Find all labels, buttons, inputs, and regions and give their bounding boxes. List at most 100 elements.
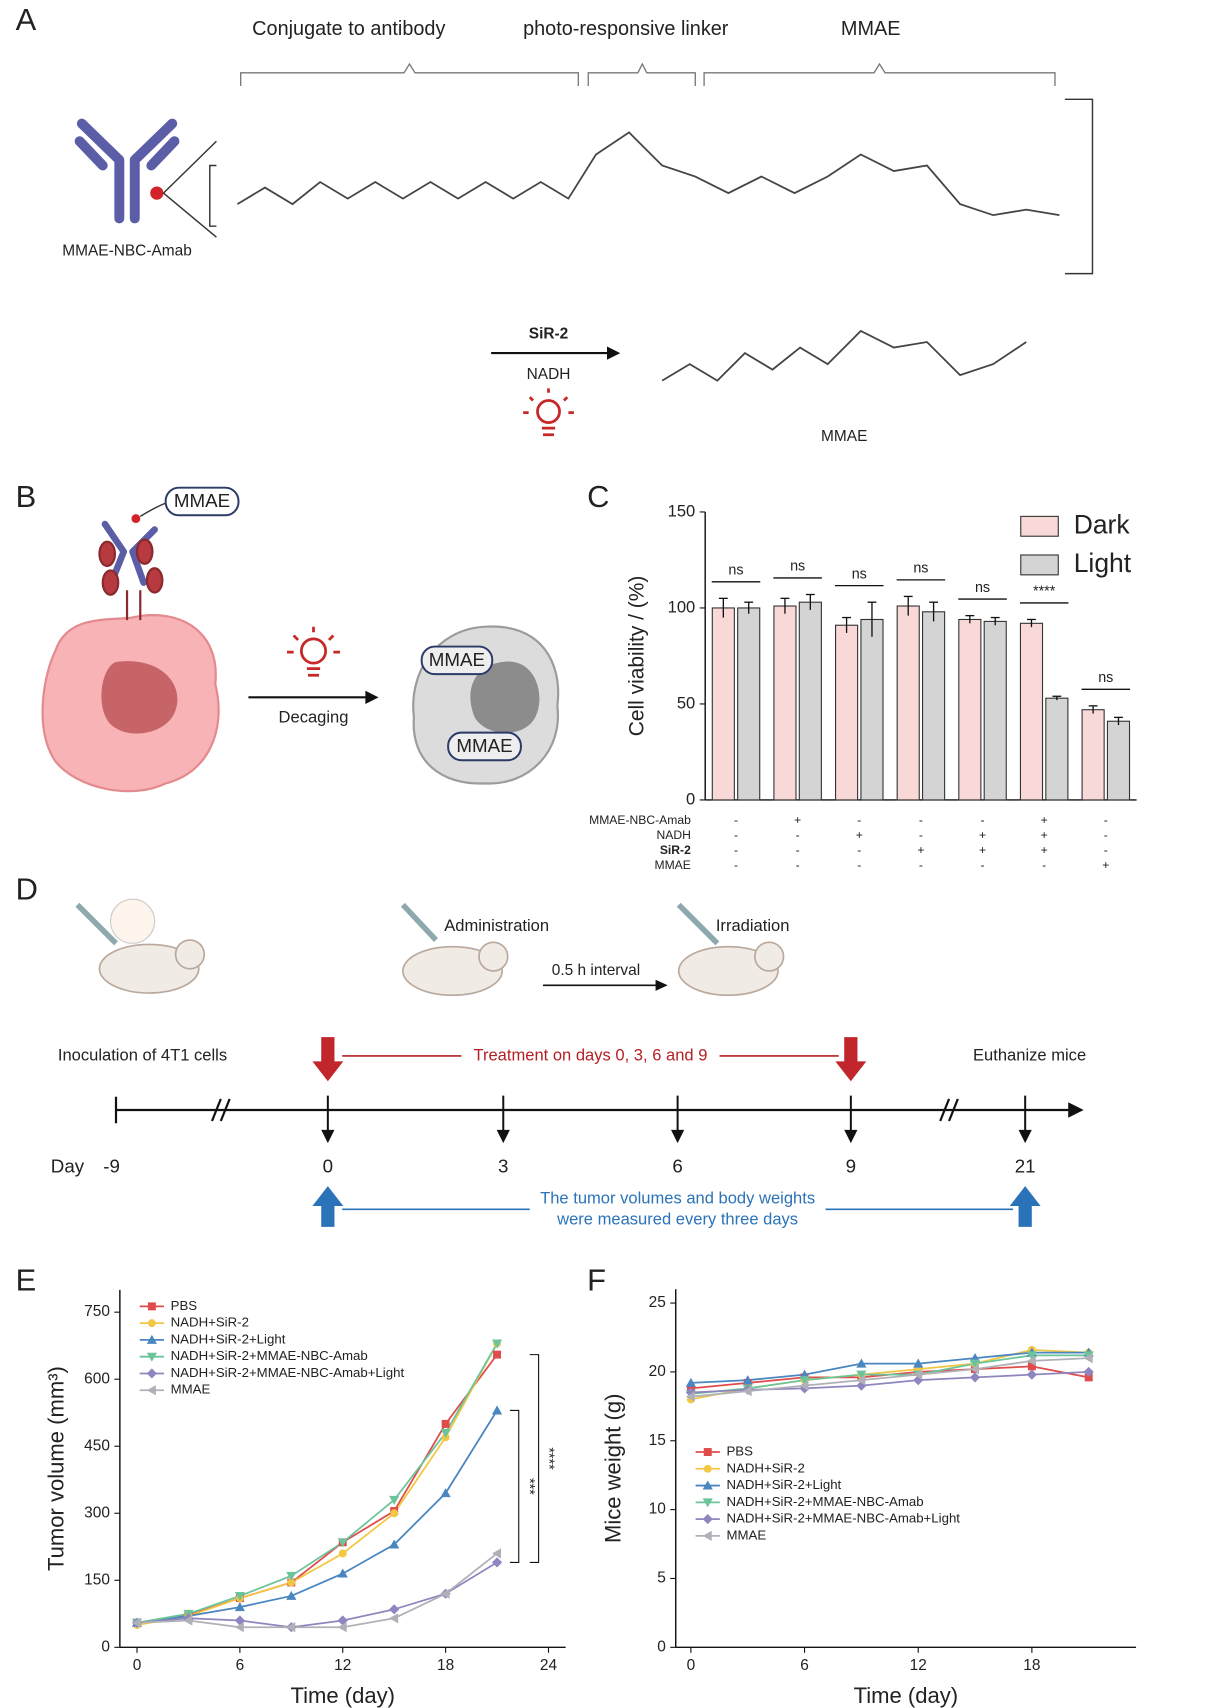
data-point <box>913 1369 923 1380</box>
tag <box>164 486 240 517</box>
legend-label: NADH+SiR-2 <box>726 1460 804 1475</box>
syringe <box>75 902 720 946</box>
data-point <box>337 1622 347 1633</box>
panel-a: Conjugate to antibody photo-responsive l… <box>62 18 1094 445</box>
condition-sign: + <box>1041 828 1048 842</box>
legend-marker <box>146 1334 157 1344</box>
bracket-label: Conjugate to antibody <box>252 18 445 40</box>
legend-label: NADH+SiR-2+MMAE-NBC-Amab+Light <box>726 1511 960 1526</box>
data-point <box>338 1549 347 1558</box>
legend-label: Light <box>1074 548 1132 578</box>
y-tick-label: 0 <box>657 1638 666 1655</box>
brace <box>240 62 1056 87</box>
tag-label: MMAE <box>429 649 485 670</box>
x-tick-label: 18 <box>437 1657 454 1674</box>
significance-label: *** <box>521 1478 537 1495</box>
structure <box>236 131 1060 217</box>
bracket-label: MMAE <box>841 18 901 40</box>
legend-label: NADH+SiR-2+Light <box>171 1331 286 1346</box>
zoom-lines <box>162 140 217 238</box>
x-tick-label: 6 <box>236 1657 245 1674</box>
data-point <box>286 1622 296 1633</box>
series-line <box>690 1351 1089 1384</box>
data-point <box>913 1358 924 1368</box>
condition-sign: + <box>1041 813 1048 827</box>
data-point <box>969 1372 981 1383</box>
axis-break <box>210 1098 959 1122</box>
legend-marker <box>146 1368 157 1379</box>
data-point <box>969 1364 980 1375</box>
y-tick-label: 600 <box>84 1370 110 1387</box>
legend-marker <box>702 1480 713 1490</box>
tag-label: MMAE <box>456 735 512 756</box>
condition-sign: - <box>1104 813 1108 827</box>
x-tick-label: 24 <box>540 1657 558 1674</box>
bracket <box>1064 98 1094 275</box>
x-axis-label: Time (day) <box>854 1683 959 1708</box>
tag <box>447 731 522 762</box>
condition-sign: + <box>1041 843 1048 857</box>
data-point <box>1083 1353 1093 1364</box>
bar <box>711 607 735 801</box>
condition-sign: - <box>734 813 738 827</box>
bar <box>737 607 761 801</box>
data-point <box>799 1376 810 1386</box>
data-point <box>491 1557 503 1568</box>
data-point <box>1026 1351 1037 1361</box>
reagent: SiR-2 <box>529 325 568 342</box>
legend-label: MMAE <box>726 1527 766 1542</box>
condition-sign: - <box>734 843 738 857</box>
significance-label: ns <box>913 561 928 577</box>
significance-label: ns <box>852 566 867 582</box>
x-tick-label: 0 <box>133 1657 142 1674</box>
linker <box>139 502 166 517</box>
y-tick-label: 50 <box>677 693 695 712</box>
legend-label: Dark <box>1074 509 1131 539</box>
condition-sign: - <box>734 858 738 872</box>
condition-label: NADH <box>656 828 690 842</box>
significance-label: **** <box>1033 584 1056 600</box>
condition-sign: - <box>1104 828 1108 842</box>
condition-sign: + <box>856 828 863 842</box>
condition-sign: - <box>981 858 985 872</box>
measure-label: were measured every three days <box>556 1210 798 1229</box>
day: 9 <box>846 1155 856 1176</box>
condition-sign: - <box>796 858 800 872</box>
nucleus <box>101 661 178 734</box>
bar <box>1106 720 1131 801</box>
y-tick-label: 300 <box>84 1504 110 1521</box>
panel-label: A <box>16 2 37 37</box>
arrowhead <box>607 346 621 360</box>
event-label: Inoculation of 4T1 cells <box>58 1045 227 1064</box>
arrow-label: Decaging <box>279 708 349 727</box>
legend-label: PBS <box>171 1298 198 1313</box>
y-tick-label: 5 <box>657 1570 666 1587</box>
significance-bracket <box>509 1409 520 1563</box>
legend-swatch <box>1020 554 1059 576</box>
bar <box>835 624 859 801</box>
data-point <box>969 1359 981 1369</box>
x-axis-label: Time (day) <box>290 1683 395 1708</box>
legend-label: NADH+SiR-2+Light <box>726 1477 841 1492</box>
series-line <box>136 1343 498 1624</box>
significance-label: ns <box>975 580 990 596</box>
conjugate-name: MMAE-NBC-Amab <box>62 243 192 260</box>
series-line <box>136 1552 498 1629</box>
condition-sign: - <box>1104 843 1108 857</box>
interval-label: 0.5 h interval <box>552 962 640 979</box>
condition-sign: - <box>1042 858 1046 872</box>
data-point <box>491 1548 502 1559</box>
data-point <box>1026 1369 1037 1380</box>
condition-sign: - <box>796 843 800 857</box>
condition-sign: - <box>981 813 985 827</box>
panel-label: B <box>16 479 37 514</box>
condition-sign: + <box>917 843 924 857</box>
bar <box>1045 697 1069 801</box>
legend-marker <box>702 1514 713 1525</box>
legend-label: MMAE <box>171 1382 211 1397</box>
condition-label: MMAE-NBC-Amab <box>589 813 691 827</box>
bar <box>983 620 1007 801</box>
condition-sign: + <box>1102 858 1109 872</box>
x-tick-label: 12 <box>334 1657 351 1674</box>
legend-marker <box>147 1302 156 1311</box>
